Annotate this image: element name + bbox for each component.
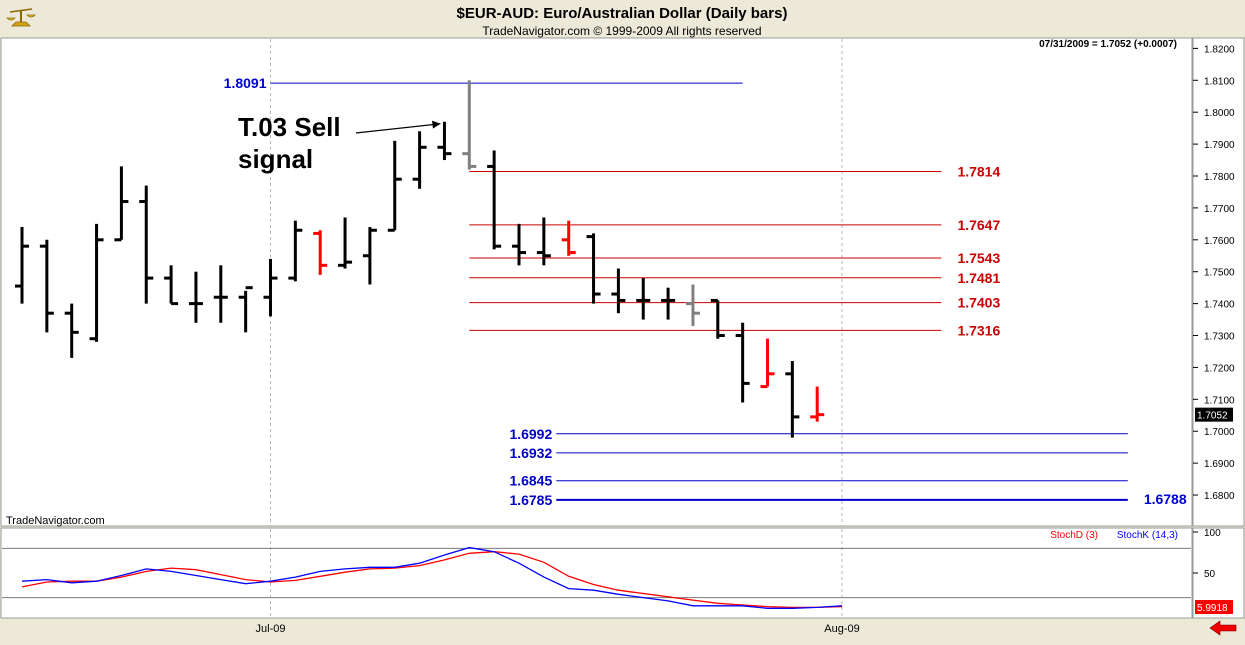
oscillator-tick-label: 50 — [1204, 569, 1216, 580]
legend-stochd: StochD (3) — [1050, 530, 1098, 541]
stoch-value-box — [1195, 600, 1233, 614]
price-tick-label: 1.7100 — [1204, 395, 1235, 406]
price-tick-label: 1.7800 — [1204, 172, 1235, 183]
level-label: 1.7647 — [957, 217, 1000, 233]
chart-header: $EUR-AUD: Euro/Australian Dollar (Daily … — [457, 5, 788, 38]
price-tick-label: 1.7200 — [1204, 363, 1235, 374]
price-tick-label: 1.7600 — [1204, 236, 1235, 247]
legend-stochk: StochK (14,3) — [1117, 530, 1178, 541]
fib-levels: 1.8091 1.7814 1.7647 1.7543 1.7481 1.7403 1.73… — [224, 75, 1187, 508]
price-tick-label: 1.6900 — [1204, 459, 1235, 470]
price-tick-label: 1.8200 — [1204, 44, 1235, 55]
chart-subtitle: TradeNavigator.com © 1999-2009 All right… — [482, 24, 761, 38]
price-tick-label: 1.7900 — [1204, 140, 1235, 151]
stoch-value-label: 5.9918 — [1197, 603, 1228, 614]
price-axis-panel — [1192, 37, 1245, 527]
annotation-arrow — [355, 123, 441, 134]
annotation-line-2: signal — [238, 144, 313, 174]
price-tick-label: 1.8000 — [1204, 108, 1235, 119]
stochastic-oscillator: 100 50 — [2, 528, 1221, 609]
price-tick-label: 1.7400 — [1204, 300, 1235, 311]
level-label: 1.6992 — [509, 426, 552, 442]
price-tick-label: 1.7700 — [1204, 204, 1235, 215]
price-tick-label: 1.7300 — [1204, 332, 1235, 343]
date-tick-label: Aug-09 — [824, 623, 859, 635]
watermark-label: TradeNavigator.com — [6, 515, 105, 527]
price-tick-label: 1.6800 — [1204, 491, 1235, 502]
chart-title: $EUR-AUD: Euro/Australian Dollar (Daily … — [457, 5, 788, 22]
oscillator-tick-label: 100 — [1204, 528, 1221, 539]
level-label: 1.6785 — [509, 492, 552, 508]
level-label: 1.7543 — [957, 250, 1000, 266]
level-label: 1.7481 — [957, 270, 1000, 286]
date-axis: Jul-09 Aug-09 — [256, 623, 860, 635]
last-price-box — [1195, 407, 1233, 422]
level-label: 1.7814 — [957, 164, 1000, 180]
red-left-arrow-icon[interactable] — [1209, 620, 1237, 636]
level-label: 1.6932 — [509, 445, 552, 461]
level-label: 1.7403 — [957, 295, 1000, 311]
level-label: 1.6788 — [1144, 491, 1187, 507]
price-bars — [15, 80, 825, 438]
oscillator-panel — [0, 527, 1193, 619]
annotation-arrowhead — [432, 120, 441, 129]
quote-readout: 07/31/2009 = 1.7052 (+0.0007) — [1039, 39, 1177, 50]
price-tick-label: 1.8100 — [1204, 76, 1235, 87]
date-tick-label: Jul-09 — [256, 623, 286, 635]
annotation-line-1: T.03 Sell — [238, 112, 341, 142]
price-tick-label: 1.7500 — [1204, 268, 1235, 279]
stochk-line — [21, 546, 843, 609]
gridlines — [270, 39, 843, 617]
price-tick-label: 1.7000 — [1204, 427, 1235, 438]
level-label: 1.7316 — [957, 322, 1000, 338]
stoch-value-marker: 5.9918 — [1195, 600, 1233, 614]
last-price-label: 1.7052 — [1197, 411, 1228, 422]
last-price-marker: 1.7052 — [1195, 407, 1233, 422]
scales-icon — [6, 8, 36, 27]
price-axis: 1.6800 1.6900 1.7000 1.7100 1.7200 1.7300 1.74… — [1193, 44, 1235, 502]
level-label: 1.6845 — [509, 473, 552, 489]
level-label: 1.8091 — [224, 75, 267, 91]
price-panel — [0, 37, 1193, 527]
sell-signal-annotation: T.03 Sell signal — [238, 112, 441, 174]
